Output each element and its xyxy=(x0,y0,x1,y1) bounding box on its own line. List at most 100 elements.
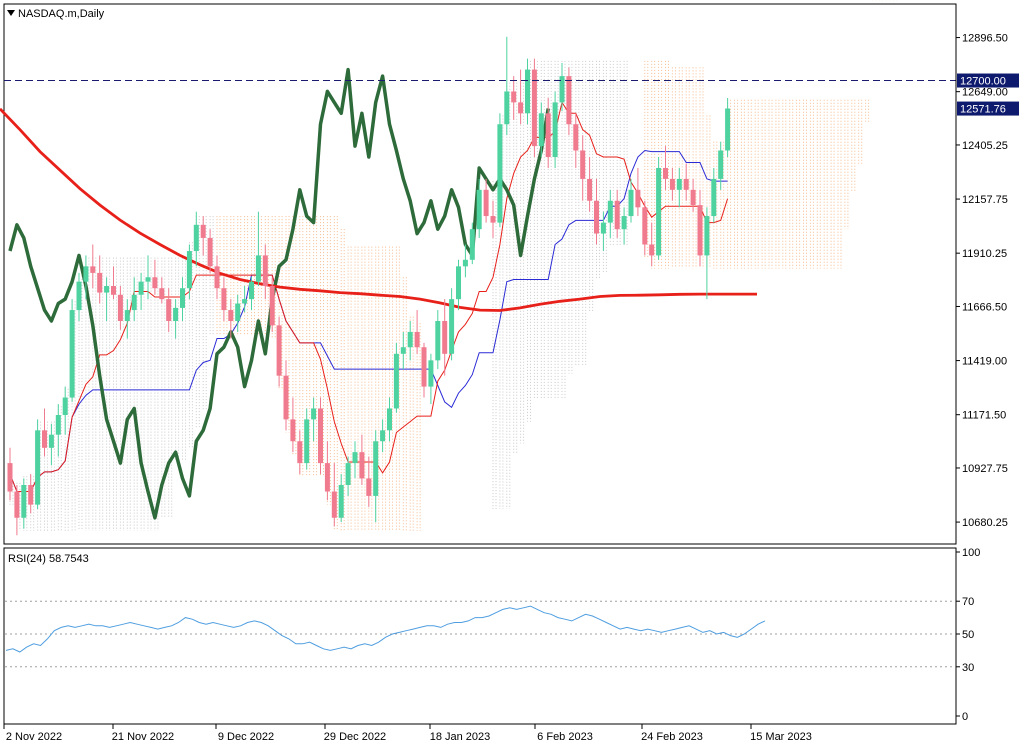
candle-body xyxy=(628,189,634,217)
candle xyxy=(594,178,599,245)
candle xyxy=(117,286,123,330)
candle-body xyxy=(269,286,275,326)
candle-body xyxy=(193,224,199,252)
candle xyxy=(531,58,537,158)
candle xyxy=(76,272,82,322)
candle-body xyxy=(435,321,441,361)
date-tick-label: 21 Nov 2022 xyxy=(112,731,174,743)
candle-body xyxy=(221,288,227,311)
candle xyxy=(393,342,399,413)
candle-body xyxy=(345,463,351,485)
rsi-panel-frame[interactable] xyxy=(3,547,957,725)
candle xyxy=(228,299,234,339)
candle-body xyxy=(235,303,241,322)
candle xyxy=(21,478,27,529)
rsi-label: RSI(24) 58.7543 xyxy=(8,553,89,565)
candle-body xyxy=(483,189,489,217)
candle-body xyxy=(255,255,261,282)
candle-body xyxy=(304,419,310,464)
candle-body xyxy=(635,189,641,208)
candle-body xyxy=(138,281,144,295)
candle-body xyxy=(173,307,179,322)
rsi-line xyxy=(5,605,766,653)
candle xyxy=(111,266,116,300)
candle xyxy=(462,244,468,278)
candle-body xyxy=(97,272,103,293)
candle-body xyxy=(414,331,420,348)
candle-body xyxy=(311,408,317,420)
candle xyxy=(525,58,530,125)
candle-body xyxy=(594,200,599,234)
price-tick-label: 12896.50 xyxy=(962,33,1008,45)
candle-body xyxy=(531,69,537,147)
candle-body xyxy=(76,281,82,311)
candle xyxy=(669,167,675,201)
candle xyxy=(249,277,254,311)
candle xyxy=(511,76,517,120)
candle xyxy=(145,255,151,300)
date-axis: 2 Nov 2022 21 Nov 2022 9 Dec 2022 29 Dec 20… xyxy=(3,724,812,743)
candle xyxy=(573,113,579,168)
candle xyxy=(683,163,689,201)
candle-body xyxy=(228,310,234,322)
candle xyxy=(207,229,213,273)
rsi-tick-label: 70 xyxy=(962,596,974,608)
candle xyxy=(35,419,41,510)
candle-body xyxy=(214,266,220,289)
candle xyxy=(83,255,89,300)
candle xyxy=(697,189,703,267)
candle xyxy=(235,294,241,332)
candle-body xyxy=(663,167,668,179)
candle-body xyxy=(600,222,606,234)
candle-body xyxy=(331,491,337,518)
candle-body xyxy=(180,288,185,308)
candle xyxy=(387,397,392,442)
candle xyxy=(193,211,199,267)
candle xyxy=(7,447,13,501)
candles[interactable] xyxy=(7,36,731,536)
candle xyxy=(214,255,220,300)
candle-body xyxy=(614,200,620,230)
main-chart-frame[interactable] xyxy=(3,3,957,545)
candle-body xyxy=(55,415,61,435)
candle-body xyxy=(131,294,137,311)
candle-body xyxy=(649,244,655,256)
candle-body xyxy=(14,491,20,518)
candle-body xyxy=(200,224,206,238)
cloud-gray-mid xyxy=(492,60,628,510)
candle xyxy=(262,244,268,300)
candle-body xyxy=(262,255,268,287)
candle xyxy=(559,63,565,112)
candle xyxy=(552,91,558,168)
candle-body xyxy=(359,452,365,479)
candle xyxy=(124,299,130,339)
candle-body xyxy=(683,178,689,190)
candle-body xyxy=(442,321,448,354)
candle-body xyxy=(656,167,662,256)
candle xyxy=(490,200,496,238)
candle xyxy=(186,244,192,300)
candle-body xyxy=(7,463,13,492)
horizontal-line-price-box xyxy=(957,73,1019,88)
price-tick-label: 12405.25 xyxy=(962,140,1008,152)
candle xyxy=(476,178,482,238)
horizontal-line-12700[interactable]: 12700.00 12571.76 xyxy=(4,73,1019,116)
dropdown-triangle-icon[interactable] xyxy=(7,10,15,16)
rsi-tick-label: 30 xyxy=(962,662,974,674)
candle-body xyxy=(152,277,158,289)
candle-body xyxy=(462,259,468,267)
candle-body xyxy=(642,207,648,245)
candle xyxy=(69,299,75,402)
candle-body xyxy=(580,150,586,179)
rsi-tick-label: 100 xyxy=(962,547,980,559)
candle xyxy=(359,434,365,485)
candle-body xyxy=(518,102,524,114)
candle-body xyxy=(380,430,386,442)
candle-body xyxy=(90,266,96,273)
candle xyxy=(614,189,620,238)
candle-body xyxy=(607,200,613,223)
candle xyxy=(373,430,379,523)
candle xyxy=(538,102,544,158)
candle-body xyxy=(83,266,89,282)
candle xyxy=(690,178,696,212)
